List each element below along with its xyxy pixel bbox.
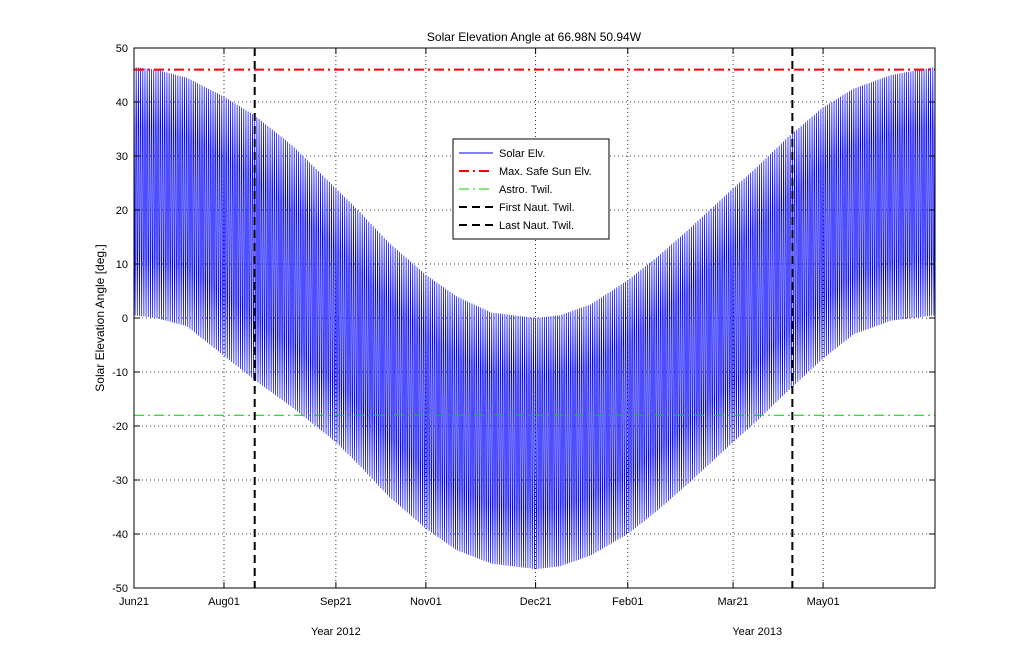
x-tick-label: Dec21 — [520, 596, 552, 608]
y-tick-label: -30 — [112, 475, 128, 487]
ticks — [133, 47, 935, 589]
legend-label: First Naut. Twil. — [499, 202, 575, 214]
x-tick-label: Aug01 — [208, 596, 240, 608]
y-tick-label: 50 — [116, 43, 128, 55]
y-tick-label: 10 — [116, 259, 128, 271]
tick-labels: -50 -40 -30 -20 -10 0 10 20 30 40 50 Jun21 Aug01 Sep2… — [112, 43, 840, 638]
x-tick-label: Mar21 — [718, 596, 749, 608]
legend-label: Astro. Twil. — [499, 184, 553, 196]
chart-title: Solar Elevation Angle at 66.98N 50.94W — [427, 30, 642, 44]
y-tick-label: 40 — [116, 97, 128, 109]
x-tick-label: Feb01 — [612, 596, 643, 608]
year-label: Year 2012 — [311, 626, 361, 638]
x-tick-label: Jun21 — [119, 596, 149, 608]
y-tick-label: 20 — [116, 205, 128, 217]
series-layer — [134, 48, 935, 588]
legend-label: Last Naut. Twil. — [499, 220, 574, 232]
x-tick-label: Sep21 — [320, 596, 352, 608]
y-tick-label: -50 — [112, 583, 128, 595]
x-tick-label: May01 — [807, 596, 840, 608]
legend-label: Max. Safe Sun Elv. — [499, 166, 592, 178]
legend-label: Solar Elv. — [499, 148, 545, 160]
legend: Solar Elv. Max. Safe Sun Elv. Astro. Twil.… — [452, 138, 610, 240]
solar-elevation-line — [134, 66, 935, 569]
y-tick-label: -40 — [112, 529, 128, 541]
y-tick-label: 0 — [122, 313, 128, 325]
y-axis-label: Solar Elevation Angle [deg.] — [93, 244, 107, 391]
y-tick-label: -10 — [112, 367, 128, 379]
y-tick-label: 30 — [116, 151, 128, 163]
year-label: Year 2013 — [732, 626, 782, 638]
x-tick-label: Nov01 — [410, 596, 442, 608]
y-tick-label: -20 — [112, 421, 128, 433]
